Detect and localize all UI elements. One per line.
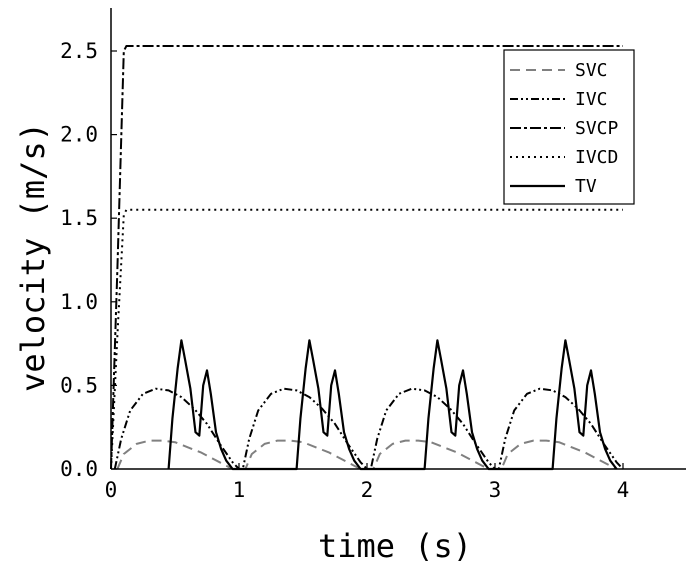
y-tick-label: 0.0: [60, 457, 98, 481]
y-tick-label: 2.5: [60, 39, 98, 63]
y-tick-label: 1.0: [60, 290, 98, 314]
y-tick-label: 0.5: [60, 373, 98, 397]
x-tick-label: 3: [489, 478, 502, 502]
series-line-ivcd: [110, 208, 623, 470]
x-tick-label: 4: [617, 478, 630, 502]
y-tick-label: 1.5: [60, 206, 98, 230]
x-tick-label: 0: [105, 478, 118, 502]
series-line-tv: [167, 339, 618, 471]
legend-label-svcp: SVCP: [575, 118, 619, 139]
axes-layer: [110, 8, 686, 470]
x-axis-label: time (s): [318, 527, 472, 565]
legend: SVC IVC SVCP IVCD TV: [503, 49, 635, 205]
x-tick-label: 2: [361, 478, 374, 502]
legend-label-ivc: IVC: [575, 89, 608, 110]
x-tick-label: 1: [233, 478, 246, 502]
y-tick-label: 2.0: [60, 123, 98, 147]
y-axis-label: velocity (m/s): [14, 122, 52, 392]
y-ticks: 0.0 0.5 1.0 1.5 2.0 2.5: [60, 39, 117, 481]
series-line-svcp: [110, 45, 623, 470]
legend-label-tv: TV: [575, 176, 597, 197]
legend-label-svc: SVC: [575, 60, 608, 81]
legend-label-ivcd: IVCD: [575, 147, 618, 168]
x-ticks: 0 1 2 3 4: [105, 463, 630, 502]
